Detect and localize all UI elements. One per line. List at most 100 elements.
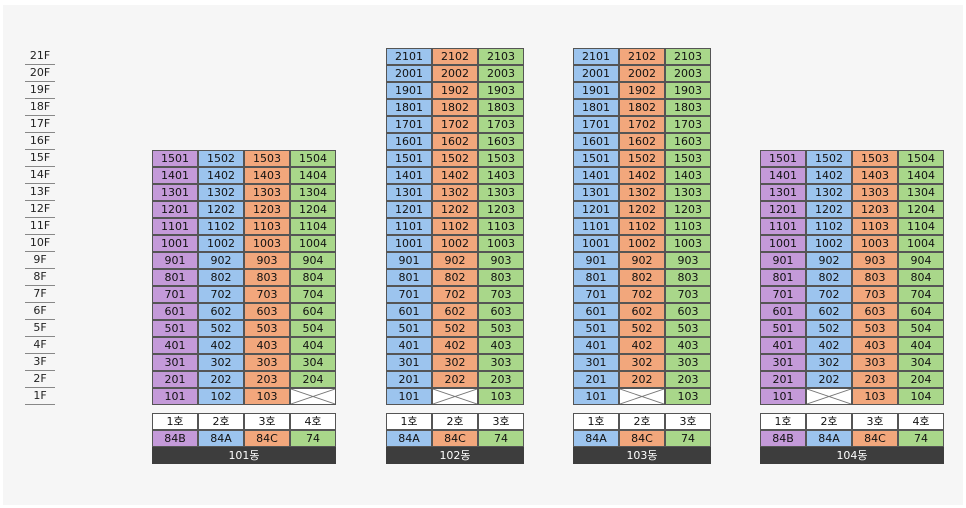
unit-cell: 1903 bbox=[665, 82, 711, 99]
unit-cell: 1501 bbox=[152, 150, 198, 167]
ho-label: 1호 bbox=[573, 413, 619, 430]
unit-cell: 103 bbox=[665, 388, 711, 405]
unit-cell: 704 bbox=[290, 286, 336, 303]
unit-cell: 1304 bbox=[898, 184, 944, 201]
unit-cell: 302 bbox=[432, 354, 478, 371]
unit-type-label: 84C bbox=[432, 430, 478, 447]
unit-cell: 1501 bbox=[386, 150, 432, 167]
unit-cell: 503 bbox=[852, 320, 898, 337]
unit-cell: 202 bbox=[432, 371, 478, 388]
unit-cell: 703 bbox=[478, 286, 524, 303]
unit-cell: 1203 bbox=[478, 201, 524, 218]
unit-cell: 1103 bbox=[852, 218, 898, 235]
unit-cell: 1201 bbox=[573, 201, 619, 218]
unit-cell: 1203 bbox=[244, 201, 290, 218]
unit-cell: 404 bbox=[898, 337, 944, 354]
unit-cell: 404 bbox=[290, 337, 336, 354]
unit-cell: 301 bbox=[573, 354, 619, 371]
unit-cell: 2103 bbox=[665, 48, 711, 65]
unit-type-label: 74 bbox=[478, 430, 524, 447]
unit-cell: 501 bbox=[760, 320, 806, 337]
unit-cell: 101 bbox=[573, 388, 619, 405]
unit-cell: 401 bbox=[760, 337, 806, 354]
unit-cell: 1002 bbox=[619, 235, 665, 252]
unit-cell: 2103 bbox=[478, 48, 524, 65]
unit-type-label: 74 bbox=[898, 430, 944, 447]
unit-cell: 1502 bbox=[198, 150, 244, 167]
unit-cell: 1201 bbox=[152, 201, 198, 218]
unit-type-label: 84A bbox=[806, 430, 852, 447]
unit-cell: 1202 bbox=[432, 201, 478, 218]
unit-cell: 1603 bbox=[478, 133, 524, 150]
unit-cell: 502 bbox=[806, 320, 852, 337]
unit-cell: 701 bbox=[760, 286, 806, 303]
unit-cell: 902 bbox=[619, 252, 665, 269]
unit-cell: 1102 bbox=[198, 218, 244, 235]
unit-cell: 702 bbox=[432, 286, 478, 303]
unit-layout-diagram: 21F 20F 19F 18F 17F 16F 15F 14F 13F 12F 11F 10F 9F 8F… bbox=[3, 5, 963, 505]
ho-label: 4호 bbox=[898, 413, 944, 430]
unit-cell: 602 bbox=[806, 303, 852, 320]
unit-cell: 1502 bbox=[432, 150, 478, 167]
unit-cell: 601 bbox=[386, 303, 432, 320]
unit-cell: 1103 bbox=[244, 218, 290, 235]
unit-cell: 1502 bbox=[619, 150, 665, 167]
unit-cell: 1301 bbox=[760, 184, 806, 201]
unit-cell: 2102 bbox=[619, 48, 665, 65]
unit-cell: 204 bbox=[898, 371, 944, 388]
unit-cell: 603 bbox=[244, 303, 290, 320]
unit-cell: 803 bbox=[244, 269, 290, 286]
floor-label: 21F bbox=[25, 48, 55, 65]
unit-cell: 1102 bbox=[619, 218, 665, 235]
unit-cell: 1003 bbox=[852, 235, 898, 252]
unit-cell: 1401 bbox=[152, 167, 198, 184]
unit-cell: 103 bbox=[478, 388, 524, 405]
unit-cell: 1002 bbox=[198, 235, 244, 252]
unit-cell: 1103 bbox=[665, 218, 711, 235]
unit-cell: 403 bbox=[478, 337, 524, 354]
unit-cell: 1902 bbox=[619, 82, 665, 99]
floor-label: 20F bbox=[25, 65, 55, 82]
unit-cell: 1402 bbox=[619, 167, 665, 184]
unit-cell: 2101 bbox=[386, 48, 432, 65]
ho-label: 2호 bbox=[619, 413, 665, 430]
unit-cell: 1901 bbox=[573, 82, 619, 99]
unit-cell: 1001 bbox=[386, 235, 432, 252]
unit-cell: 303 bbox=[665, 354, 711, 371]
unit-cell: 1403 bbox=[852, 167, 898, 184]
unit-cell: 803 bbox=[478, 269, 524, 286]
unit-cell: 501 bbox=[386, 320, 432, 337]
unit-cell: 1303 bbox=[244, 184, 290, 201]
unit-cell: 801 bbox=[760, 269, 806, 286]
unit-cell: 2102 bbox=[432, 48, 478, 65]
ho-label: 3호 bbox=[478, 413, 524, 430]
unit-cell: 602 bbox=[198, 303, 244, 320]
unit-cell: 302 bbox=[198, 354, 244, 371]
unit-cell: 2101 bbox=[573, 48, 619, 65]
unit-cell: 1301 bbox=[152, 184, 198, 201]
floor-label: 17F bbox=[25, 116, 55, 133]
unit-cell: 1101 bbox=[152, 218, 198, 235]
unit-cell: 904 bbox=[290, 252, 336, 269]
unit-type-label: 84A bbox=[573, 430, 619, 447]
unit-cell: 304 bbox=[898, 354, 944, 371]
unit-cell: 101 bbox=[760, 388, 806, 405]
unit-cell: 1703 bbox=[665, 116, 711, 133]
unit-cell: 701 bbox=[386, 286, 432, 303]
unit-cell: 702 bbox=[806, 286, 852, 303]
unit-cell: 602 bbox=[619, 303, 665, 320]
unit-cell: 503 bbox=[665, 320, 711, 337]
unit-cell: 2001 bbox=[386, 65, 432, 82]
unit-cell: 1502 bbox=[806, 150, 852, 167]
building-name: 102동 bbox=[386, 447, 524, 464]
floor-label: 6F bbox=[25, 303, 55, 320]
unit-type-label: 84C bbox=[244, 430, 290, 447]
unit-cell: 1203 bbox=[852, 201, 898, 218]
unit-type-label: 84C bbox=[619, 430, 665, 447]
unit-cell: 1201 bbox=[760, 201, 806, 218]
unit-cell: 1902 bbox=[432, 82, 478, 99]
unit-cell: 1504 bbox=[290, 150, 336, 167]
empty-unit-cell bbox=[806, 388, 852, 405]
unit-cell: 1202 bbox=[619, 201, 665, 218]
unit-cell: 1101 bbox=[760, 218, 806, 235]
